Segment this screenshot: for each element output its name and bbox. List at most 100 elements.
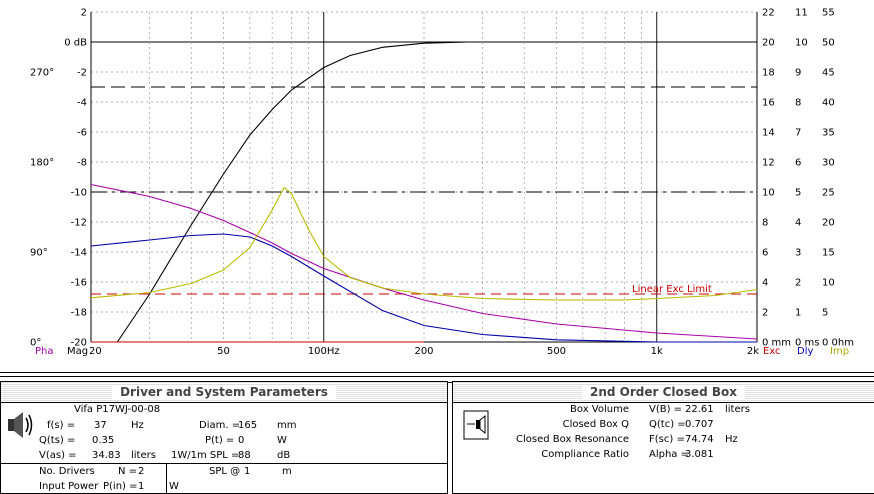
exc-axis-label: Exc xyxy=(763,346,781,357)
box-row-value[interactable]: 22.61 xyxy=(685,404,714,415)
qts-value[interactable]: 0.35 xyxy=(92,435,115,446)
x-tick-label: 20 xyxy=(89,346,102,357)
right-tick-label: 7 xyxy=(795,128,801,139)
right-tick-label: 4 xyxy=(762,278,768,289)
vas-label: V(as) = xyxy=(39,450,77,461)
input-power-value[interactable]: 1 xyxy=(138,481,145,492)
right-tick-label: 8 xyxy=(762,218,768,229)
right-tick-label: 0 ms xyxy=(795,338,820,349)
left-tick-label: -8 xyxy=(77,158,87,169)
left-tick-label: -6 xyxy=(77,128,87,139)
vas-unit: liters xyxy=(131,450,156,461)
box-row-label: Closed Box Q xyxy=(562,419,629,430)
left-tick-label: -14 xyxy=(71,248,87,259)
driver-panel-vdivider xyxy=(166,463,167,493)
right-tick-label: 6 xyxy=(762,248,768,259)
right-tick-label: 2 xyxy=(795,278,801,289)
left-tick-label: -12 xyxy=(71,218,87,229)
box-panel-title-text: 2nd Order Closed Box xyxy=(582,385,745,399)
driver-panel-title-text: Driver and System Parameters xyxy=(112,385,336,399)
spl-at-label: SPL @ xyxy=(209,466,241,477)
pt-unit: W xyxy=(277,435,287,446)
driver-name[interactable]: Vifa P17WJ-00-08 xyxy=(74,404,161,415)
right-tick-label: 3 xyxy=(795,248,801,259)
right-tick-label: 10 xyxy=(822,278,835,289)
fs-label: f(s) = xyxy=(47,420,76,431)
speaker-icon xyxy=(8,412,33,438)
right-tick-label: 0 mm xyxy=(762,338,791,349)
spl-at-unit: m xyxy=(282,466,292,477)
series-line-3 xyxy=(90,186,758,301)
drivers-value[interactable]: 2 xyxy=(138,466,145,477)
box-row-param: Alpha = xyxy=(649,449,689,460)
right-tick-label: 25 xyxy=(822,188,835,199)
right-tick-label: 35 xyxy=(822,128,835,139)
box-row-param: Q(tc) = xyxy=(649,419,686,430)
pt-label: P(t) = xyxy=(205,435,235,446)
x-tick-label: 1k xyxy=(651,346,663,357)
box-row-value[interactable]: 3.081 xyxy=(685,449,714,460)
box-row-unit: liters xyxy=(725,404,750,415)
x-tick-label: 200 xyxy=(414,346,433,357)
separator xyxy=(0,372,874,376)
right-tick-label: 22 xyxy=(762,8,775,19)
right-tick-label: 0 0hm xyxy=(822,338,854,349)
spl-at-value[interactable]: 1 xyxy=(244,466,251,477)
box-row-value[interactable]: 74.74 xyxy=(685,434,714,445)
spl-value[interactable]: 88 xyxy=(238,450,251,461)
phase-tick-label: 270° xyxy=(30,68,54,79)
box-row-param: V(B) = xyxy=(649,404,683,415)
input-power-label: Input Power xyxy=(39,481,99,492)
right-tick-label: 20 xyxy=(762,38,775,49)
closed-box-icon xyxy=(463,410,489,440)
right-tick-label: 15 xyxy=(822,248,835,259)
right-tick-label: 1 xyxy=(795,308,801,319)
right-tick-label: 12 xyxy=(762,158,775,169)
x-tick-label: 100Hz xyxy=(308,346,340,357)
reference-lines xyxy=(91,86,757,295)
diam-value[interactable]: 165 xyxy=(238,420,258,431)
right-tick-label: 50 xyxy=(822,38,835,49)
linear-exc-limit-annotation: Linear Exc Limit xyxy=(632,284,712,295)
right-tick-label: 55 xyxy=(822,8,835,19)
phase-tick-label: 0° xyxy=(30,338,41,349)
phase-axis-label: Pha xyxy=(35,346,54,357)
phase-tick-label: 180° xyxy=(30,158,54,169)
drivers-n-label: N = xyxy=(118,466,138,477)
x-tick-label: 500 xyxy=(547,346,566,357)
box-row-value[interactable]: 0.707 xyxy=(685,419,714,430)
pt-value[interactable]: 0 xyxy=(238,435,245,446)
driver-panel-divider xyxy=(1,463,447,464)
axis-labels: 20 dB-2-4-6-8-10-12-14-16-18-20270°180°9… xyxy=(30,8,854,358)
right-tick-label: 10 xyxy=(795,38,808,49)
left-tick-label: -20 xyxy=(71,338,87,349)
right-tick-label: 9 xyxy=(795,68,801,79)
right-tick-label: 30 xyxy=(822,158,835,169)
driver-panel-title: Driver and System Parameters xyxy=(1,382,447,403)
right-tick-label: 18 xyxy=(762,68,775,79)
imp-axis-label: Imp xyxy=(830,346,849,357)
left-tick-label: -18 xyxy=(71,308,87,319)
left-tick-label: -4 xyxy=(77,98,87,109)
spl-unit: dB xyxy=(277,450,291,461)
box-row-label: Closed Box Resonance xyxy=(516,434,629,445)
left-tick-label: -10 xyxy=(71,188,87,199)
vas-value[interactable]: 34.83 xyxy=(92,450,121,461)
right-tick-label: 45 xyxy=(822,68,835,79)
right-tick-label: 5 xyxy=(822,308,828,319)
right-tick-label: 4 xyxy=(795,218,801,229)
closed-box-panel: 2nd Order Closed Box Box Volume V(B) = 22.… xyxy=(452,381,874,494)
right-tick-label: 8 xyxy=(795,98,801,109)
drivers-label: No. Drivers xyxy=(39,466,95,477)
left-tick-label: -2 xyxy=(77,68,87,79)
fs-value[interactable]: 37 xyxy=(94,420,107,431)
series-line-1 xyxy=(90,233,757,343)
x-tick-label: 2k xyxy=(747,346,759,357)
input-power-unit: W xyxy=(169,481,179,492)
phase-tick-label: 90° xyxy=(30,248,48,259)
diam-label: Diam. = xyxy=(199,420,241,431)
chart-curves xyxy=(90,41,758,343)
right-tick-label: 40 xyxy=(822,98,835,109)
right-tick-label: 5 xyxy=(795,188,801,199)
left-tick-label: -16 xyxy=(71,278,87,289)
